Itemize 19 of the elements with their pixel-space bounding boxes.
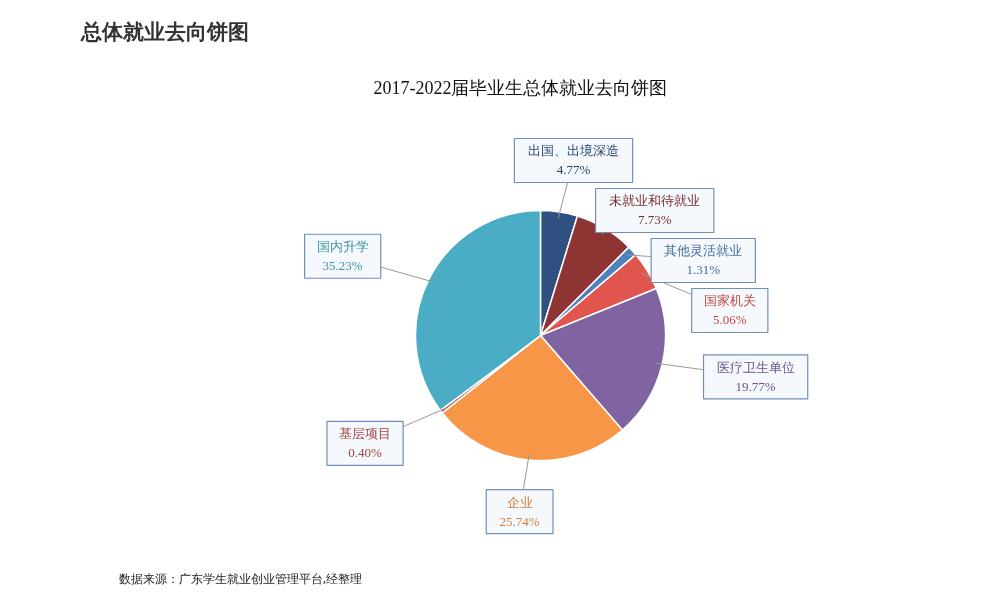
data-label: 19.77% xyxy=(735,378,776,394)
slice-label: 国内升学 xyxy=(316,239,369,255)
data-label: 0.40% xyxy=(348,445,383,461)
slice-label: 其他灵活就业 xyxy=(664,243,743,259)
data-label: 35.23% xyxy=(322,258,363,274)
data-label: 7.73% xyxy=(637,212,672,228)
slice-label: 出国、出境深造 xyxy=(528,143,620,159)
slice-label: 企业 xyxy=(506,494,533,510)
chart-title: 总体就业去向饼图 xyxy=(79,19,249,44)
slice-label: 基层项目 xyxy=(339,426,392,442)
chart-subtitle: 2017-2022届毕业生总体就业去向饼图 xyxy=(373,77,668,98)
data-label: 25.74% xyxy=(499,513,540,529)
slice-label: 国家机关 xyxy=(703,293,756,309)
data-label: 1.31% xyxy=(686,262,721,278)
slice-label: 医疗卫生单位 xyxy=(716,359,795,375)
data-label: 4.77% xyxy=(556,162,591,178)
data-label: 5.06% xyxy=(713,312,747,328)
slice-label: 未就业和待就业 xyxy=(609,193,701,209)
source-note: 数据来源：广东学生就业创业管理平台,经整理 xyxy=(118,571,363,586)
